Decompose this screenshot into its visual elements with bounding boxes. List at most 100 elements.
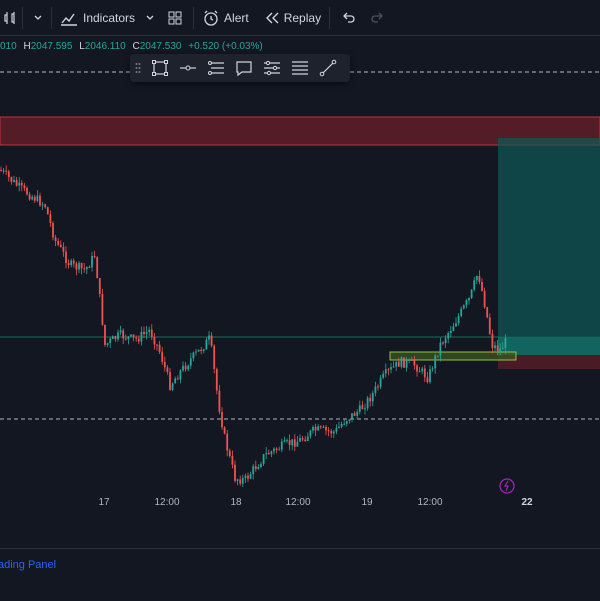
candle-body xyxy=(426,377,429,383)
candle-body xyxy=(104,324,106,345)
indicators-button[interactable]: Indicators xyxy=(60,10,135,26)
candles-group xyxy=(0,165,507,488)
candle-body xyxy=(496,345,499,351)
candle-body xyxy=(239,479,242,484)
candle-body xyxy=(210,335,213,346)
candle-body xyxy=(192,352,195,359)
candle-body xyxy=(382,373,385,378)
candle-body xyxy=(182,365,184,371)
candle-body xyxy=(288,440,291,446)
candle-body xyxy=(122,330,125,339)
price-chart[interactable] xyxy=(0,36,600,546)
trading-panel-tab[interactable]: ading Panel xyxy=(0,559,57,571)
trendline-tool[interactable] xyxy=(314,54,342,82)
candle-body xyxy=(171,383,174,390)
candle-body xyxy=(306,436,309,441)
candle-body xyxy=(286,440,288,442)
candle-body xyxy=(200,349,203,351)
candle-body xyxy=(254,466,257,470)
candle-body xyxy=(278,449,281,451)
candle-body xyxy=(483,290,486,308)
position-target-zone[interactable] xyxy=(498,138,600,355)
alert-button[interactable]: Alert xyxy=(202,9,249,27)
candle-body xyxy=(195,351,197,353)
rectangle-tool[interactable] xyxy=(146,54,174,82)
time-axis[interactable]: 17 12:00 18 12:00 19 12:00 22 xyxy=(0,497,600,517)
candle-body xyxy=(59,244,62,247)
candle-body xyxy=(340,424,343,427)
candle-body xyxy=(330,431,333,434)
candle-body xyxy=(169,371,171,390)
candle-body xyxy=(447,333,450,339)
comment-tool[interactable] xyxy=(230,54,258,82)
candle-body xyxy=(205,339,208,350)
time-label: 12:00 xyxy=(154,497,180,508)
candle-body xyxy=(262,454,265,464)
time-label: 12:00 xyxy=(285,497,311,508)
time-label: 17 xyxy=(98,497,110,508)
indicators-dropdown[interactable] xyxy=(145,13,155,23)
candle-body xyxy=(80,263,83,269)
redo-button[interactable] xyxy=(370,12,384,24)
candle-body xyxy=(96,257,99,279)
candle-body xyxy=(338,426,340,428)
candle-body xyxy=(369,397,372,402)
candle-body xyxy=(70,260,73,266)
chart-style-button[interactable] xyxy=(0,10,22,26)
candle-body xyxy=(15,180,18,186)
drag-handle-icon xyxy=(135,63,141,73)
candle-body xyxy=(106,343,109,345)
candle-body xyxy=(166,367,169,372)
candle-body xyxy=(390,367,392,370)
divider xyxy=(193,6,195,29)
high-value: 2047.595 xyxy=(30,41,73,52)
candle-body xyxy=(478,276,481,282)
candle-body xyxy=(304,439,307,442)
settings-lines-tool[interactable] xyxy=(258,54,286,82)
candle-body xyxy=(83,268,86,270)
line-tool[interactable] xyxy=(174,54,202,82)
interval-dropdown[interactable] xyxy=(29,13,47,23)
candle-body xyxy=(486,307,489,318)
position-stop-zone[interactable] xyxy=(498,355,600,369)
candle-body xyxy=(44,204,47,208)
candle-body xyxy=(234,464,236,481)
trendline-icon xyxy=(319,59,337,77)
candle-body xyxy=(473,280,476,290)
candle-body xyxy=(7,171,10,178)
undo-button[interactable] xyxy=(342,12,356,24)
redo-icon xyxy=(371,12,383,23)
demand-zone[interactable] xyxy=(389,351,517,361)
candle-body xyxy=(265,452,268,455)
candle-body xyxy=(5,170,8,172)
candle-body xyxy=(132,334,135,338)
candle-body xyxy=(421,368,424,372)
candle-body xyxy=(117,332,119,340)
candle-body xyxy=(13,180,15,182)
candle-body xyxy=(124,338,127,340)
candle-body xyxy=(327,430,330,432)
candle-body xyxy=(392,366,395,368)
chevron-down-icon xyxy=(146,15,154,20)
templates-button[interactable] xyxy=(167,10,183,26)
candle-body xyxy=(228,450,231,456)
candle-body xyxy=(249,474,252,479)
candle-body xyxy=(127,336,130,340)
candle-body xyxy=(208,335,210,340)
text-lines-icon xyxy=(292,61,308,75)
divider xyxy=(22,6,23,29)
candle-body xyxy=(488,317,491,334)
drag-handle[interactable] xyxy=(130,54,146,82)
candle-body xyxy=(358,405,361,412)
candle-body xyxy=(241,477,244,484)
candle-body xyxy=(332,431,335,434)
candle-body xyxy=(275,448,278,450)
text-lines-tool[interactable] xyxy=(286,54,314,82)
levels-tool[interactable] xyxy=(202,54,230,82)
candle-body xyxy=(384,369,387,374)
lightning-button[interactable] xyxy=(499,478,515,494)
candle-body xyxy=(46,207,49,215)
candle-body xyxy=(400,357,403,367)
candle-body xyxy=(325,427,327,431)
replay-button[interactable]: Replay xyxy=(265,11,321,25)
